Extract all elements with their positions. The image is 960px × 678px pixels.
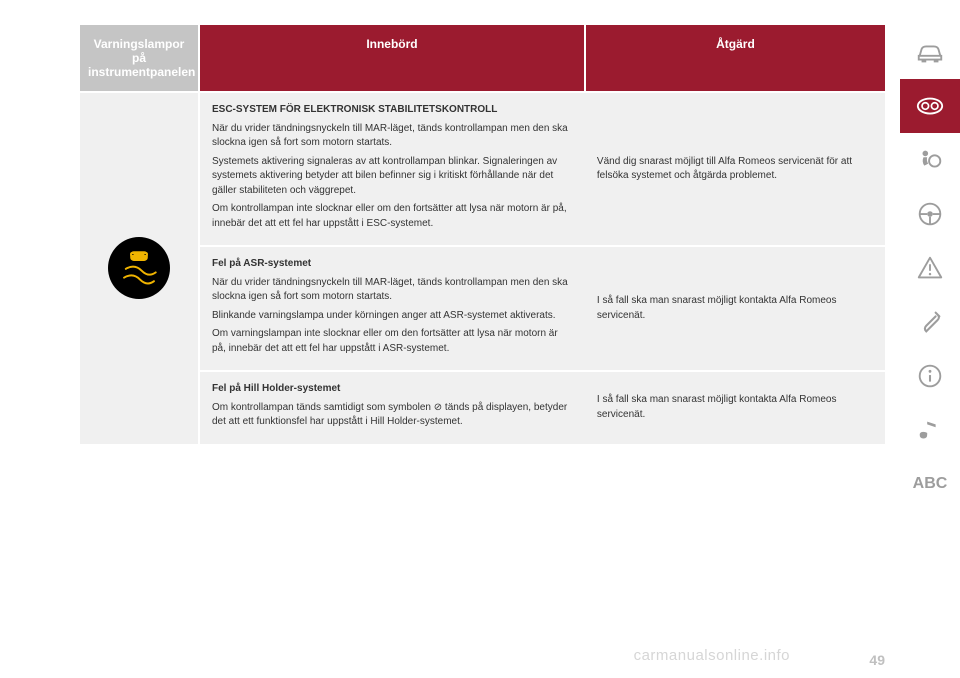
header-action-col: Åtgärd	[586, 25, 885, 91]
esc-stability-icon	[108, 237, 170, 299]
action-cell: I så fall ska man snarast möjligt kontak…	[585, 372, 885, 444]
sidebar-item-abc[interactable]: ABC	[900, 457, 960, 511]
car-icon	[915, 37, 945, 67]
action-text: Vänd dig snarast möjligt till Alfa Romeo…	[597, 155, 873, 184]
table-row: ESC-SYSTEM FÖR ELEKTRONISK STABILITETSKO…	[200, 93, 885, 245]
sidebar-nav: ABC	[900, 0, 960, 678]
meaning-cell: ESC-SYSTEM FÖR ELEKTRONISK STABILITETSKO…	[200, 93, 583, 245]
row-para: Om varningslampan inte slocknar eller om…	[212, 327, 571, 356]
row-para: Om kontrollampan inte slocknar eller om …	[212, 202, 571, 231]
row-title: ESC-SYSTEM FÖR ELEKTRONISK STABILITETSKO…	[212, 103, 571, 118]
action-text: I så fall ska man snarast möjligt kontak…	[597, 294, 873, 323]
sidebar-item-warning[interactable]	[900, 241, 960, 295]
row-para: Systemets aktivering signaleras av att k…	[212, 155, 571, 199]
table-row: Fel på Hill Holder-systemet Om kontrolla…	[200, 372, 885, 444]
meaning-cell: Fel på ASR-systemet När du vrider tändni…	[200, 247, 583, 370]
main-content: Varningslampor på instrumentpanelen Inne…	[0, 0, 900, 678]
row-para: Om kontrollampan tänds samtidigt som sym…	[212, 401, 571, 430]
icon-column	[80, 93, 198, 444]
row-title: Fel på Hill Holder-systemet	[212, 382, 571, 397]
header-meaning-col: Innebörd	[200, 25, 584, 91]
music-icon	[915, 415, 945, 445]
airbag-icon	[915, 145, 945, 175]
wrench-icon	[915, 307, 945, 337]
row-para: När du vrider tändningsnyckeln till MAR-…	[212, 122, 571, 151]
sidebar-item-music[interactable]	[900, 403, 960, 457]
action-cell: I så fall ska man snarast möjligt kontak…	[585, 247, 885, 370]
row-para: När du vrider tändningsnyckeln till MAR-…	[212, 276, 571, 305]
row-title: Fel på ASR-systemet	[212, 257, 571, 272]
table-body: ESC-SYSTEM FÖR ELEKTRONISK STABILITETSKO…	[80, 93, 885, 444]
watermark-text: carmanualsonline.info	[634, 647, 790, 664]
sidebar-item-steering[interactable]	[900, 187, 960, 241]
warning-table: Varningslampor på instrumentpanelen Inne…	[80, 25, 885, 444]
abc-label: ABC	[913, 475, 948, 493]
sidebar-item-dashboard[interactable]	[900, 79, 960, 133]
sidebar-item-airbag[interactable]	[900, 133, 960, 187]
action-cell: Vänd dig snarast möjligt till Alfa Romeo…	[585, 93, 885, 245]
info-icon	[915, 361, 945, 391]
steering-icon	[915, 199, 945, 229]
meaning-cell: Fel på Hill Holder-systemet Om kontrolla…	[200, 372, 583, 444]
table-header-row: Varningslampor på instrumentpanelen Inne…	[80, 25, 885, 91]
action-text: I så fall ska man snarast möjligt kontak…	[597, 393, 873, 422]
dashboard-icon	[915, 91, 945, 121]
rows-column: ESC-SYSTEM FÖR ELEKTRONISK STABILITETSKO…	[200, 93, 885, 444]
page-number: 49	[869, 652, 885, 668]
table-row: Fel på ASR-systemet När du vrider tändni…	[200, 247, 885, 370]
sidebar-item-car[interactable]	[900, 25, 960, 79]
header-icon-col: Varningslampor på instrumentpanelen	[80, 25, 198, 91]
warning-triangle-icon	[915, 253, 945, 283]
row-para: Blinkande varningslampa under körningen …	[212, 309, 571, 324]
sidebar-item-info[interactable]	[900, 349, 960, 403]
sidebar-item-wrench[interactable]	[900, 295, 960, 349]
